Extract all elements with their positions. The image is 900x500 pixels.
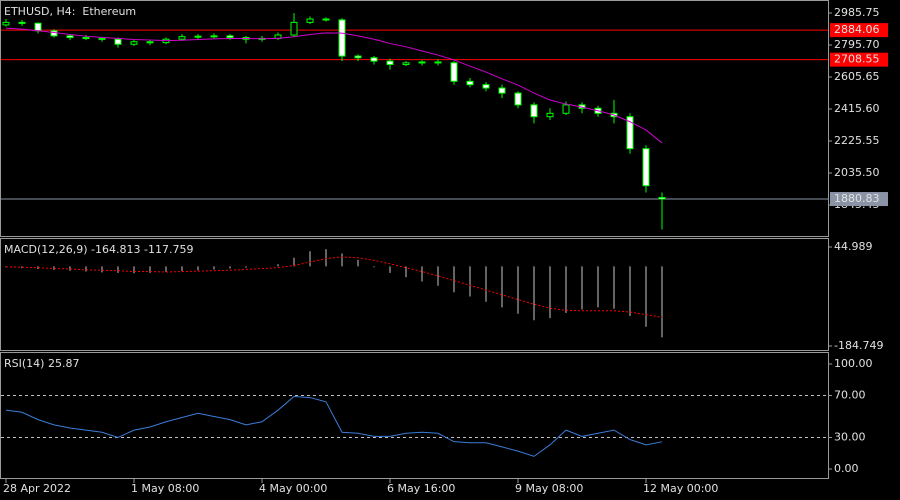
- candle-body: [642, 148, 650, 187]
- price-level-box: [830, 192, 888, 207]
- y-tick-label: 100.00: [834, 357, 873, 370]
- panel-title: MACD(12,26,9) -164.813 -117.759: [4, 243, 193, 256]
- candle-body: [546, 112, 554, 118]
- candle-body: [210, 35, 218, 38]
- candle-body: [354, 55, 362, 59]
- moving-average: [5, 27, 663, 144]
- y-tick-label: 44.989: [834, 240, 873, 253]
- candle-body: [658, 196, 666, 200]
- candle-body: [418, 61, 426, 64]
- price-panel: [0, 0, 829, 237]
- candle-body: [482, 84, 490, 89]
- price-level-box: [830, 23, 888, 38]
- candle-body: [450, 62, 458, 82]
- rsi-line: [5, 396, 663, 457]
- x-tick-label: 6 May 16:00: [387, 482, 455, 495]
- candle-body: [2, 21, 10, 26]
- price-level-box: [830, 52, 888, 67]
- candle-body: [146, 41, 154, 44]
- price-level-label: 1880.83: [834, 192, 880, 205]
- price-level-label: 2708.55: [834, 53, 880, 66]
- candle-body: [466, 80, 474, 86]
- candle-body: [66, 35, 74, 39]
- candle-body: [306, 18, 314, 23]
- y-tick-label: 30.00: [834, 430, 866, 443]
- y-tick-label: 2985.75: [834, 6, 880, 19]
- y-tick-label: 2795.70: [834, 38, 880, 51]
- candle-body: [562, 104, 570, 114]
- candle-body: [434, 61, 442, 64]
- candle-body: [194, 35, 202, 38]
- candle-body: [290, 21, 298, 36]
- y-tick-label: 70.00: [834, 388, 866, 401]
- candle-body: [130, 41, 138, 45]
- x-tick-label: 12 May 00:00: [643, 482, 718, 495]
- candle-body: [386, 60, 394, 65]
- panel-title: ETHUSD, H4: Ethereum: [4, 5, 136, 18]
- candle-body: [514, 92, 522, 106]
- candle-body: [322, 18, 330, 21]
- candle-body: [178, 36, 186, 40]
- candle-body: [626, 116, 634, 150]
- x-tick-label: 28 Apr 2022: [3, 482, 71, 495]
- candle-body: [50, 30, 58, 37]
- panel-title: RSI(14) 25.87: [4, 357, 79, 370]
- y-tick-label: 0.00: [834, 462, 859, 475]
- candle-body: [338, 19, 346, 57]
- candle-body: [98, 37, 106, 40]
- candle-body: [402, 62, 410, 65]
- candle-body: [114, 38, 122, 45]
- candle-body: [18, 21, 26, 24]
- macd-panel: [0, 238, 829, 351]
- candle-body: [82, 37, 90, 40]
- y-tick-label: -184.749: [834, 339, 883, 352]
- candle-body: [498, 87, 506, 94]
- candle-body: [370, 57, 378, 62]
- y-tick-label: 2035.50: [834, 166, 880, 179]
- price-level-label: 2884.06: [834, 23, 880, 36]
- x-tick-label: 4 May 00:00: [259, 482, 327, 495]
- candle-body: [530, 104, 538, 118]
- candle-body: [34, 22, 42, 32]
- x-tick-label: 1 May 08:00: [131, 482, 199, 495]
- signal-line: [5, 256, 663, 318]
- candle-body: [226, 35, 234, 39]
- x-tick-label: 9 May 08:00: [515, 482, 583, 495]
- y-tick-label: 2225.55: [834, 134, 880, 147]
- y-tick-label: 2415.60: [834, 102, 880, 115]
- rsi-panel: [0, 352, 829, 479]
- y-tick-label: 2605.65: [834, 70, 880, 83]
